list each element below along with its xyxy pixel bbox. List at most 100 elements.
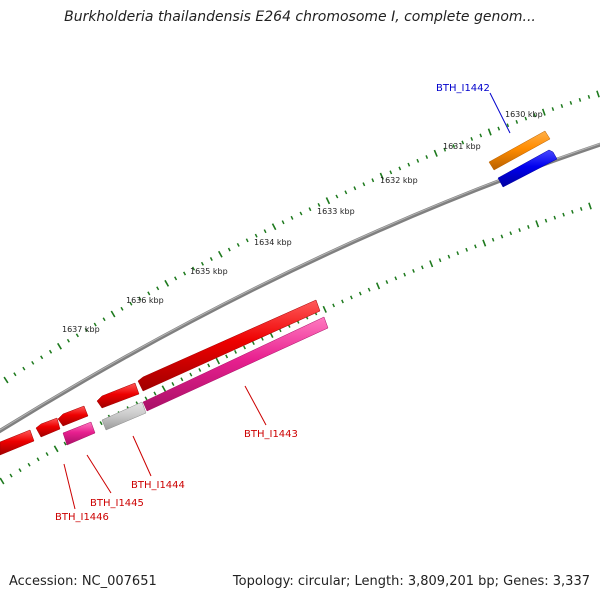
scale-tick-major [596,90,600,98]
scale-tick-minor [403,272,406,277]
scale-tick-minor [84,328,88,332]
scale-tick-minor [551,107,555,112]
gene-label-bth-i1443[interactable]: BTH_I1443 [244,429,298,440]
scale-tick-major [161,385,167,393]
scale-tick-minor [45,452,49,456]
scale-tick-minor [443,147,447,152]
scale-label: 1630 kbp [505,110,543,119]
scale-tick-minor [251,341,255,346]
scale-tick-major [433,149,438,157]
scale-tick-minor [527,224,530,229]
scale-tick-minor [99,421,103,426]
cds-left-edge[interactable] [0,429,35,456]
cds-bth-i1446-forward[interactable] [35,417,61,438]
scale-tick-minor [299,211,303,216]
scale-tick-minor [367,287,371,292]
scale-tick-minor [290,215,294,220]
scale-label: 1634 kbp [254,238,292,247]
scale-tick-major [217,250,223,258]
scale-tick-minor [174,276,178,281]
scale-tick-minor [147,291,151,296]
scale-tick-minor [452,144,456,148]
leader-line-bth-i1443 [244,385,267,426]
scale-tick-minor [332,303,335,308]
scale-label: 1631 kbp [443,142,481,151]
scale-tick-major [429,260,434,268]
scale-label: 1636 kbp [126,296,164,305]
scale-tick-minor [350,295,353,300]
scale-tick-minor [394,276,398,281]
scale-tick-minor [456,251,460,256]
scale-tick-minor [75,333,79,338]
scale-tick-minor [506,123,510,128]
gene-label-bth-i1442[interactable]: BTH_I1442 [436,83,490,94]
scale-tick-minor [385,280,389,284]
scale-tick-major [271,223,277,231]
scale-tick-minor [358,291,362,296]
scale-tick-minor [48,349,53,354]
gene-label-bth-i1446[interactable]: BTH_I1446 [55,512,109,523]
scale-tick-minor [234,349,237,354]
scale-tick-minor [129,301,133,306]
scale-tick-major [110,310,116,318]
scale-tick-minor [243,345,246,350]
scale-tick-minor [63,441,67,446]
cds-bth-i1445-forward[interactable] [57,405,89,427]
scale-tick-minor [144,396,148,401]
scale-tick-minor [412,269,415,273]
scale-tick-minor [562,212,565,217]
scale-tick-minor [189,372,193,377]
leader-line-bth-i1444 [132,435,152,477]
scale-tick-minor [254,233,258,238]
scale-tick-minor [447,254,451,259]
leader-line-bth-i1442 [489,92,511,134]
gene-label-bth-i1444[interactable]: BTH_I1444 [131,480,185,491]
scale-tick-major [325,197,331,205]
scale-tick-minor [474,244,477,249]
scale-tick-minor [389,170,393,175]
scale-ticks-inner [0,202,592,485]
scale-tick-minor [500,234,504,239]
scale-tick-minor [509,231,513,236]
scale-tick-minor [171,382,175,386]
scale-tick-minor [479,133,483,138]
gene-bth-i1445[interactable] [62,421,96,446]
scale-tick-major [535,220,540,228]
scale-tick-minor [353,186,357,191]
scale-tick-minor [416,158,420,163]
gene-label-bth-i1445[interactable]: BTH_I1445 [90,498,144,509]
feature-orange[interactable] [488,130,551,171]
gene-bth-i1443[interactable] [142,316,329,412]
scale-tick-minor [438,258,442,263]
scale-tick-minor [571,209,574,214]
scale-tick-major [541,108,546,116]
cds-bth-i1443-forward[interactable] [137,299,321,392]
scale-tick-minor [341,299,344,304]
gene-bth-i1444-grey[interactable] [101,401,147,431]
scale-tick-minor [200,261,204,266]
scale-tick-minor [308,207,312,212]
scale-tick-minor [524,116,528,121]
scale-tick-minor [407,162,411,167]
scale-tick-minor [317,202,321,207]
scale-label: 1633 kbp [317,207,355,216]
scale-tick-minor [281,220,285,225]
scale-tick-minor [579,206,583,211]
cds-bth-i1444-forward[interactable] [96,382,140,409]
scale-tick-minor [578,97,582,102]
scale-tick-minor [13,372,17,377]
scale-tick-minor [421,265,424,270]
accession-text: Accession: NC_007651 [9,574,157,589]
scale-tick-minor [335,194,339,199]
leader-line-bth-i1446 [63,463,76,510]
scale-tick-minor [569,100,573,105]
scale-tick-minor [263,229,267,234]
scale-tick-major [53,445,59,453]
scale-tick-minor [209,257,213,261]
scale-tick-minor [245,238,249,243]
scale-label: 1637 kbp [62,325,100,334]
scale-tick-minor [22,366,26,371]
scale-tick-minor [31,360,35,365]
feature-blue[interactable] [497,149,558,188]
